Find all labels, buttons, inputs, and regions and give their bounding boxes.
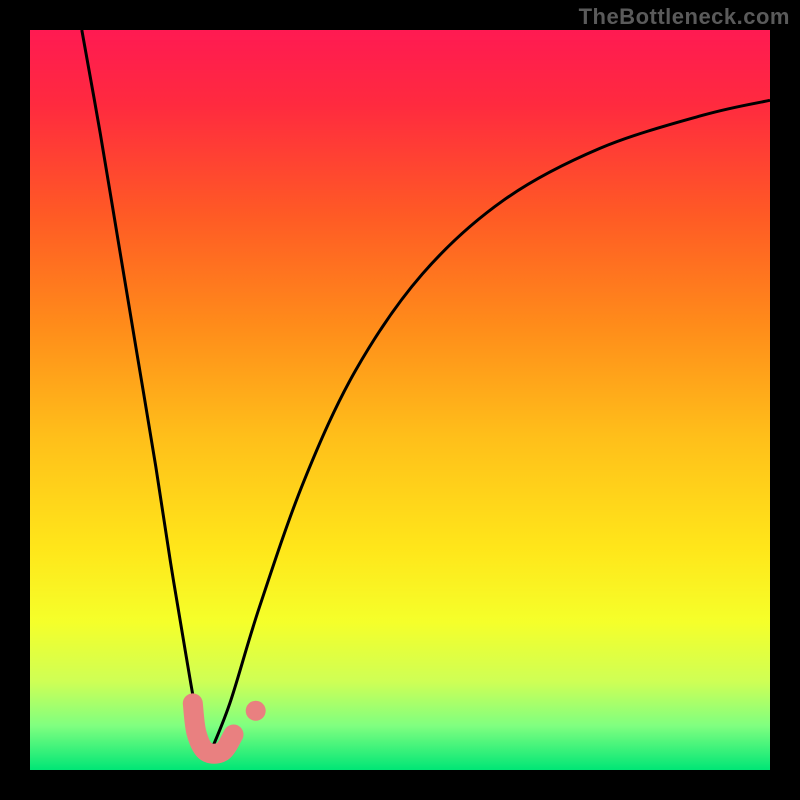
- chart-container: TheBottleneck.com: [0, 0, 800, 800]
- bottleneck-chart: [0, 0, 800, 800]
- highlight-dot: [246, 701, 266, 721]
- chart-background: [30, 30, 770, 770]
- watermark-text: TheBottleneck.com: [579, 4, 790, 30]
